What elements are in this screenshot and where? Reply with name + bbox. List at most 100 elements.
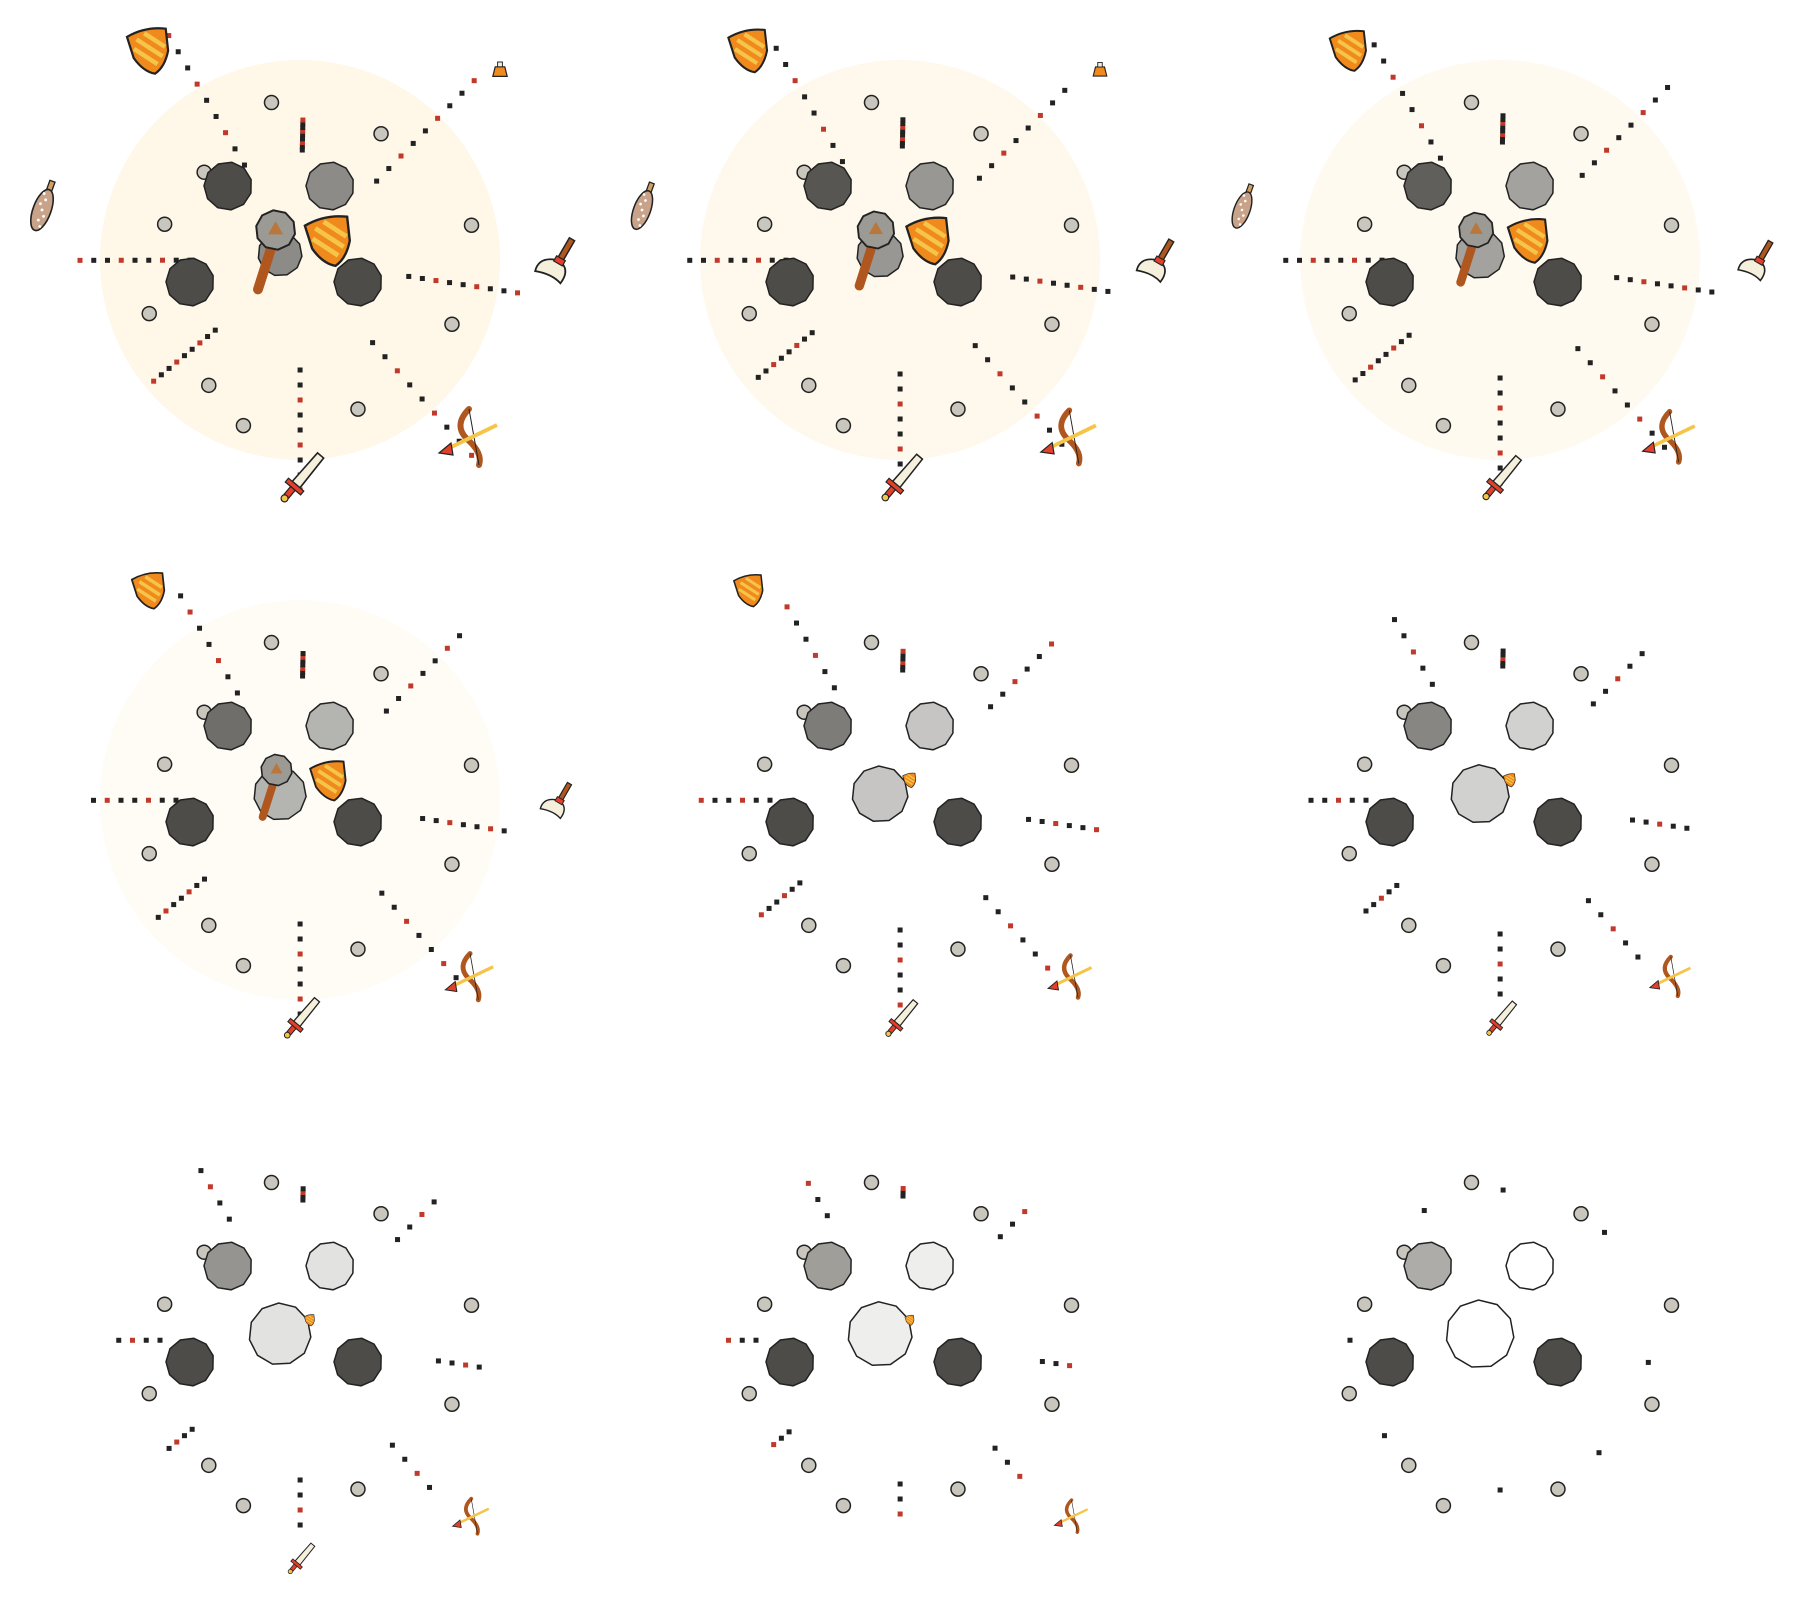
trail-particle [232, 146, 238, 152]
trail-particle [201, 876, 207, 882]
trail-particle [1105, 288, 1111, 294]
trail-particle [419, 396, 425, 402]
sword-icon [287, 1542, 316, 1575]
spiked-club-icon [29, 179, 56, 232]
trail-particle [212, 327, 218, 333]
trail-particle [1709, 289, 1715, 295]
trail-particle [300, 136, 306, 142]
trail-particle [698, 797, 704, 803]
trail-particle [1637, 416, 1643, 422]
trail-particle [1368, 364, 1374, 370]
trail-particle [897, 1511, 903, 1517]
trail-particle [299, 147, 305, 153]
trail-particle [206, 641, 212, 647]
trail-particle [1429, 681, 1435, 687]
trail-particle [91, 257, 97, 263]
trail-particle [769, 257, 775, 263]
trail-particle [431, 1199, 437, 1205]
trail-particle [1657, 821, 1663, 827]
trail-particle [116, 1337, 122, 1343]
trail-particle [132, 257, 138, 263]
pebble [1550, 1481, 1566, 1497]
trail-particle [1283, 257, 1289, 263]
trail-particle [297, 427, 303, 433]
trail-particle [1051, 280, 1057, 286]
trail-particle [460, 282, 466, 288]
trail-particle [997, 371, 1003, 377]
trail-particle [1500, 113, 1506, 119]
trail-particle [900, 128, 906, 134]
trail-particle [1497, 420, 1503, 426]
trail-particle [419, 275, 425, 281]
trail-particle [427, 1484, 433, 1490]
trail-particle [300, 117, 306, 123]
trail-particle [985, 357, 991, 363]
trail-particle [449, 1360, 455, 1366]
trail-particle [1001, 150, 1007, 156]
trail-particle [1575, 346, 1581, 352]
trail-particle [157, 1337, 163, 1343]
trail-particle [146, 797, 152, 803]
trail-particle [1497, 1487, 1503, 1493]
explosion-frame-1 [29, 27, 576, 503]
trail-particle [1324, 257, 1330, 263]
trail-particle [899, 139, 905, 145]
rock-icon [933, 797, 982, 847]
trail-particle [1500, 124, 1506, 130]
trail-particle [1010, 1221, 1016, 1227]
shield-icon [125, 27, 170, 75]
trail-particle [1610, 926, 1616, 932]
trail-particle [1684, 825, 1690, 831]
trail-particle [1629, 817, 1635, 823]
trail-particle [1375, 358, 1381, 364]
shield-icon [303, 215, 351, 268]
trail-particle [1381, 1433, 1387, 1439]
trail-particle [300, 654, 306, 660]
trail-particle [1628, 122, 1634, 128]
shield-icon [1502, 773, 1516, 788]
trail-particle [1645, 1359, 1651, 1365]
pebble [1401, 917, 1417, 934]
trail-particle [1037, 278, 1043, 284]
trail-particle [175, 49, 181, 55]
trail-particle [159, 797, 165, 803]
axe-icon [1737, 239, 1774, 282]
shield-icon [902, 772, 917, 788]
pebble [373, 126, 389, 142]
trail-particle [900, 136, 906, 142]
trail-particle [897, 386, 903, 392]
trail-particle [1310, 257, 1316, 263]
trail-particle [166, 33, 172, 39]
trail-particle [897, 461, 903, 467]
trail-particle [1695, 287, 1701, 293]
trail-particle [1500, 659, 1506, 665]
trail-particle [824, 1213, 830, 1219]
pebble [350, 401, 366, 417]
trail-particle [767, 797, 773, 803]
pebble [141, 305, 157, 322]
trail-particle [1078, 284, 1084, 290]
pebble [444, 316, 460, 333]
pebble [1463, 1174, 1480, 1191]
trail-particle [488, 826, 494, 832]
pebble [444, 1396, 460, 1413]
trail-particle [420, 670, 426, 676]
trail-particle [463, 1362, 469, 1368]
shield-icon [1328, 29, 1367, 72]
trail-particle [1091, 286, 1097, 292]
trail-particle [900, 132, 906, 138]
trail-particle [300, 673, 306, 679]
trail-particle [396, 695, 402, 701]
trail-particle [407, 1224, 413, 1230]
rock-icon [905, 701, 954, 751]
trail-particle [1654, 281, 1660, 287]
trail-particle [178, 593, 184, 599]
trail-particle [181, 353, 187, 359]
pebble [973, 666, 989, 682]
trail-particle [756, 257, 762, 263]
trail-particle [389, 1442, 395, 1448]
trail-particle [897, 1002, 903, 1008]
bow-and-arrow-icon [1039, 407, 1097, 467]
rock-icon [1403, 1241, 1452, 1291]
trail-particle [815, 1197, 821, 1203]
